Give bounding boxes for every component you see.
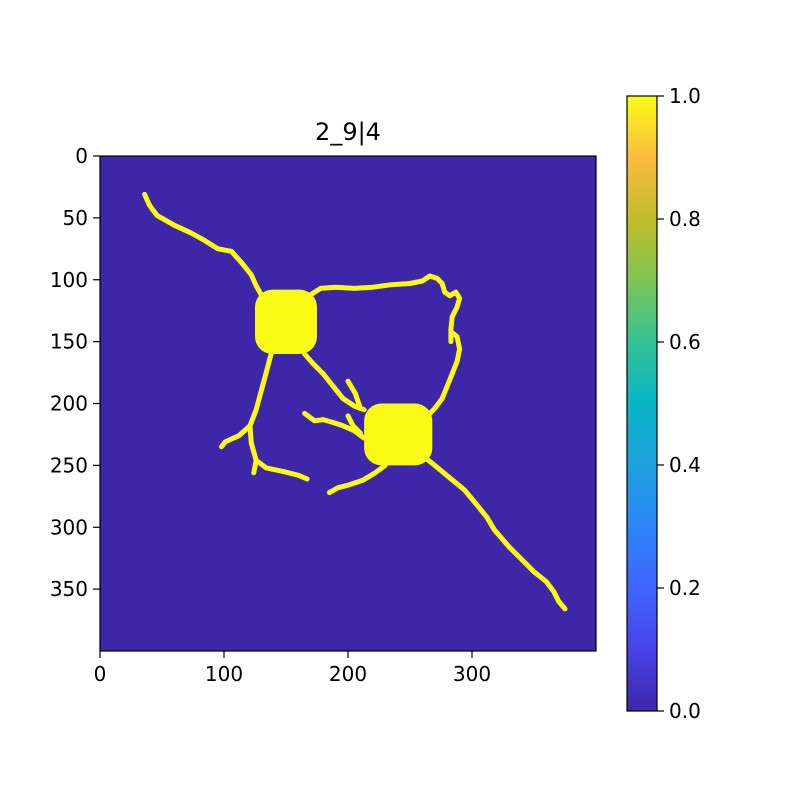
x-tick-label: 200 xyxy=(329,662,367,686)
y-tick-label: 0 xyxy=(75,144,88,168)
y-tick-label: 50 xyxy=(63,206,88,230)
process-branch xyxy=(251,457,259,476)
process-branch xyxy=(308,273,463,345)
colorbar-tick-label: 1.0 xyxy=(669,84,701,108)
process-branch xyxy=(302,351,367,413)
y-tick-label: 150 xyxy=(50,330,88,354)
colorbar-tick-label: 0.4 xyxy=(669,453,701,477)
process-branch xyxy=(419,453,568,612)
y-tick-label: 100 xyxy=(50,268,88,292)
process-branch xyxy=(219,351,274,450)
process-branch xyxy=(142,191,274,300)
x-tick-label: 100 xyxy=(205,662,243,686)
colorbar-tick-label: 0.6 xyxy=(669,330,701,354)
colorbar-tick-label: 0.0 xyxy=(669,699,701,723)
y-tick-label: 350 xyxy=(50,577,88,601)
cell-body xyxy=(255,289,317,354)
process-branch xyxy=(345,378,363,411)
chart-title: 2_9|4 xyxy=(315,118,381,146)
colorbar-tick-label: 0.2 xyxy=(669,576,701,600)
y-axis: 0 50 100 150 200 250 300 350 xyxy=(50,144,100,601)
y-tick-label: 250 xyxy=(50,453,88,477)
y-tick-label: 200 xyxy=(50,392,88,416)
x-tick-label: 300 xyxy=(453,662,491,686)
process-branch xyxy=(345,413,363,436)
colorbar-axis: 0.0 0.2 0.4 0.6 0.8 1.0 xyxy=(657,84,701,723)
image-layer xyxy=(142,191,568,612)
y-tick-label: 300 xyxy=(50,515,88,539)
process-branch xyxy=(247,423,310,482)
colorbar-tick-label: 0.8 xyxy=(669,207,701,231)
colorbar xyxy=(626,95,658,712)
process-branch xyxy=(302,410,367,441)
x-tick-label: 0 xyxy=(94,662,107,686)
cell-body xyxy=(364,403,433,466)
process-branch xyxy=(326,462,388,496)
x-axis: 0 100 200 300 xyxy=(94,651,491,686)
process-branch xyxy=(422,329,463,421)
